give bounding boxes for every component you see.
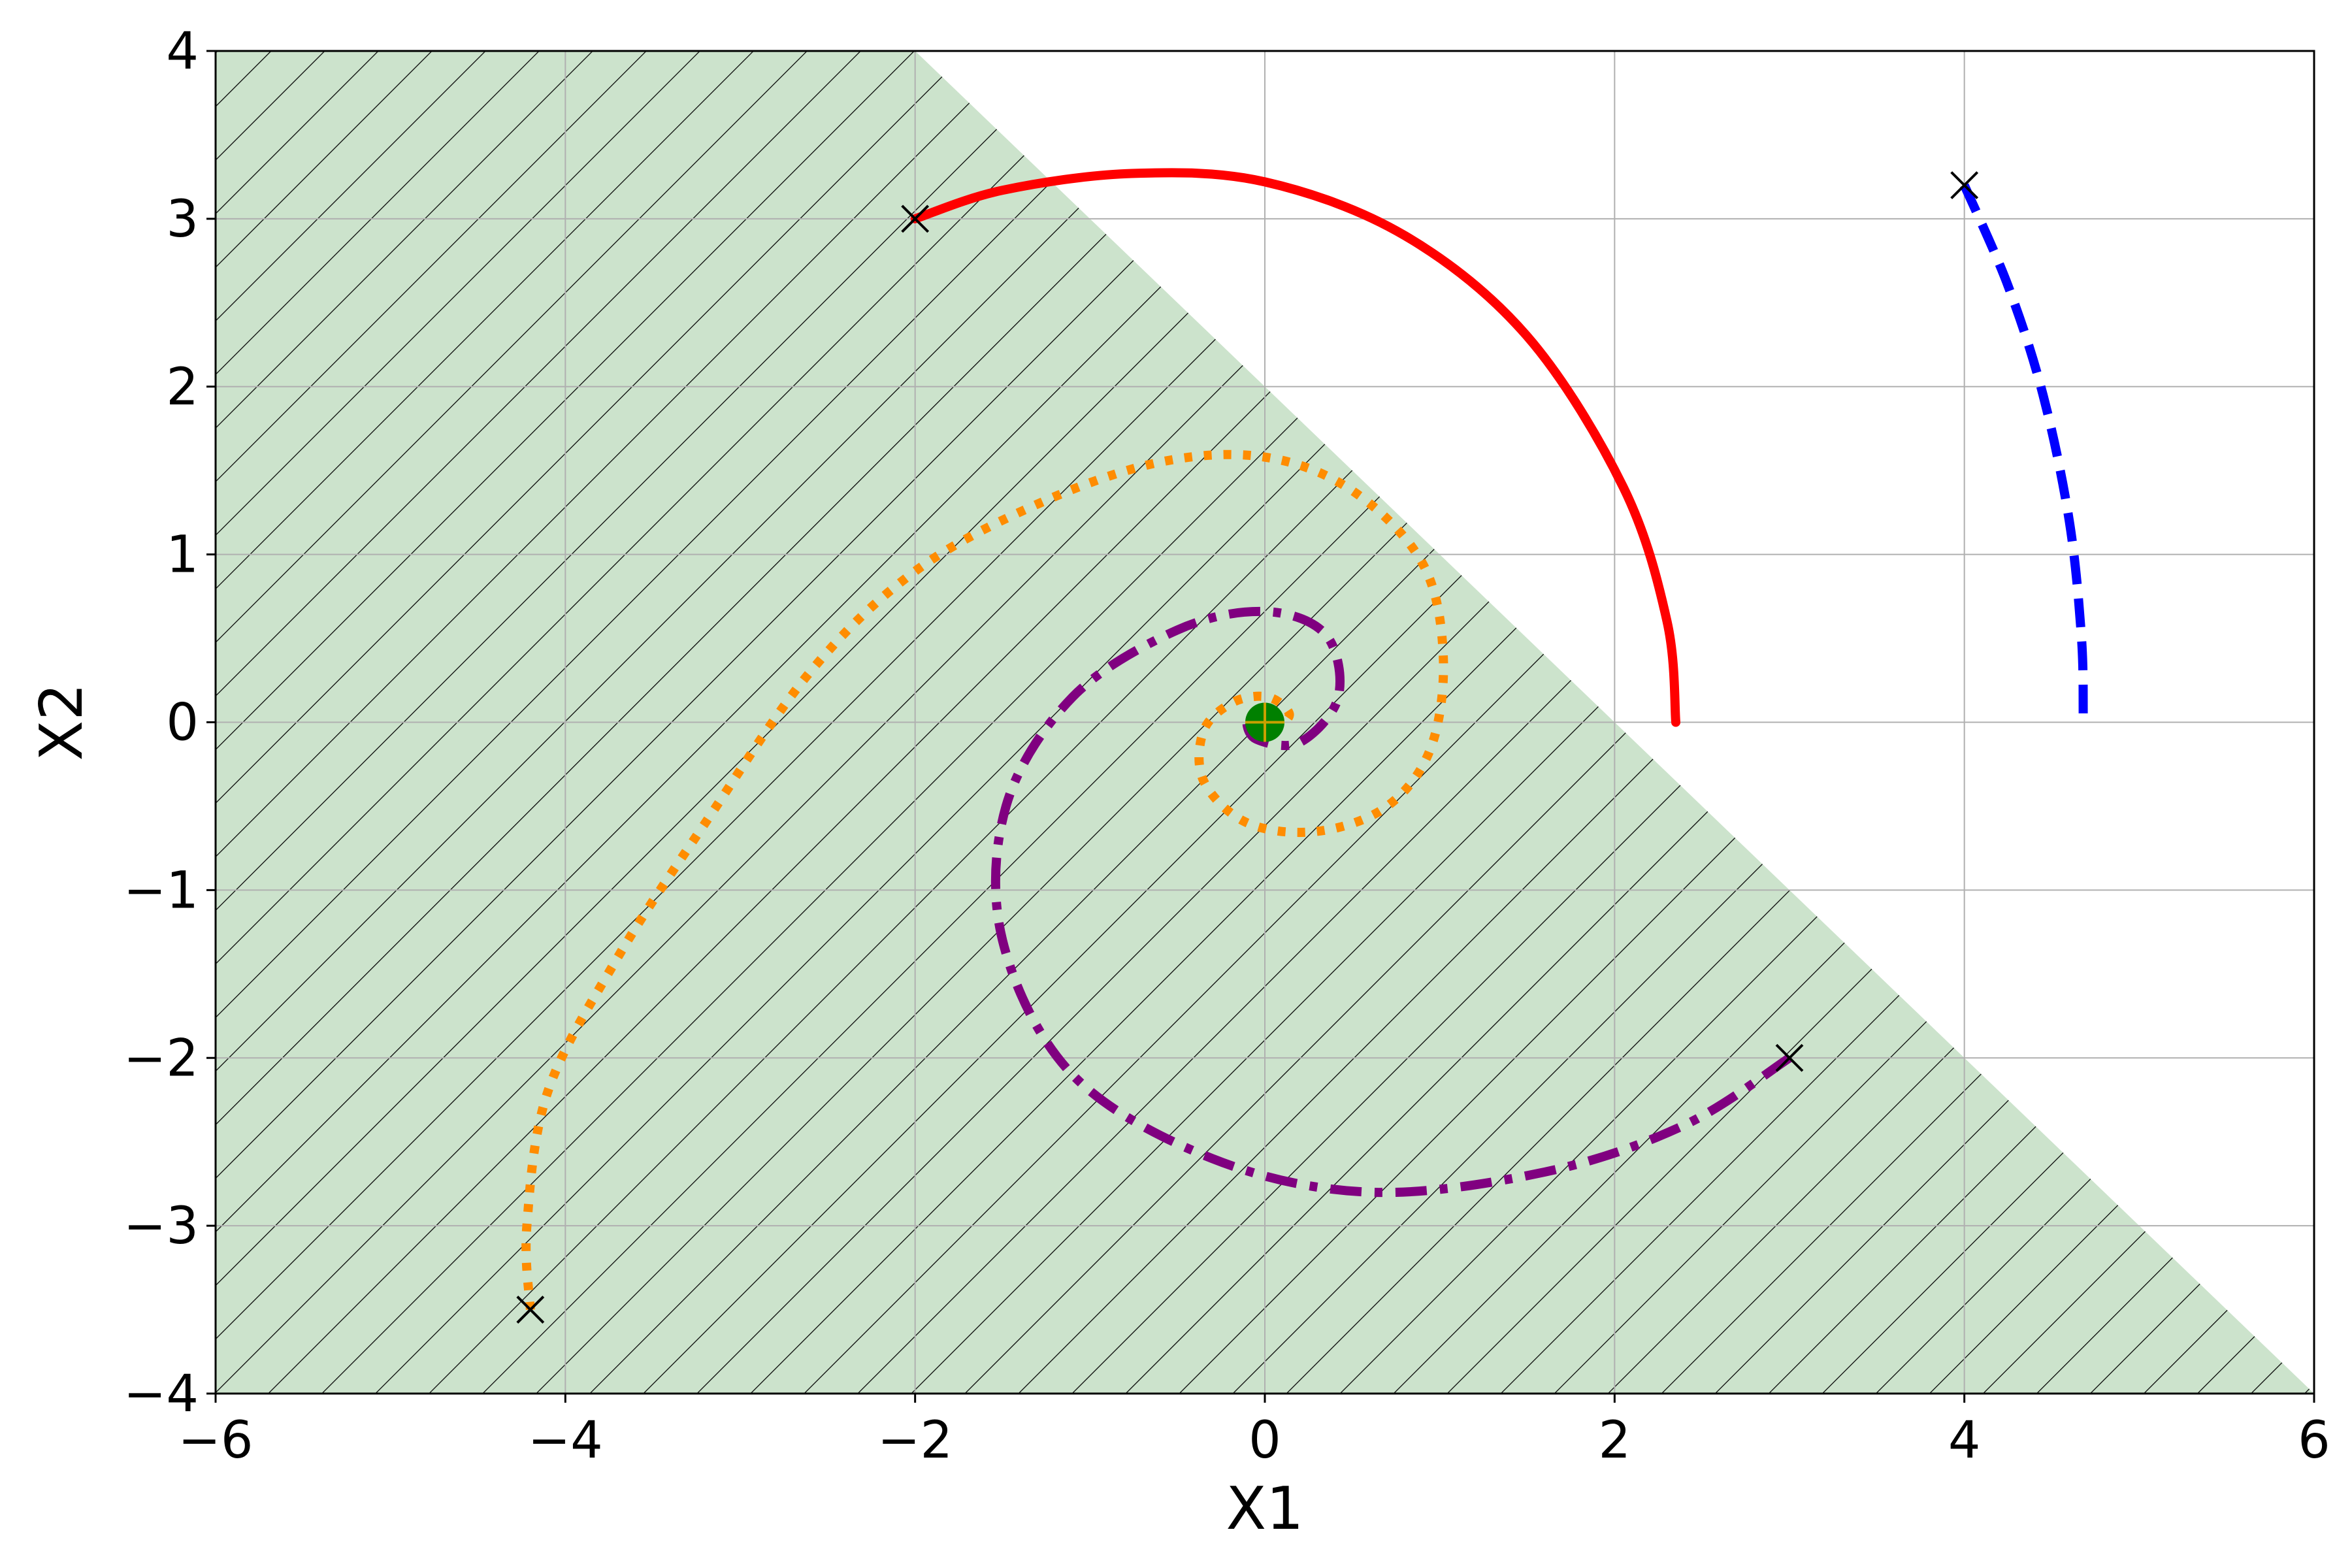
y-tick-label: −4 [123, 1365, 199, 1424]
trajectory-dashed [1960, 183, 2088, 723]
y-tick-label: 1 [166, 526, 199, 585]
x-tick-label: 0 [1249, 1411, 1281, 1470]
start-marker-stroke [516, 1296, 545, 1324]
start-marker [516, 1296, 545, 1324]
start-marker-stroke [1775, 1043, 1804, 1072]
marker-layer [516, 171, 1979, 1324]
trajectory-dashdot [990, 606, 1792, 1198]
start-marker-stroke [901, 204, 930, 233]
x-tick-label: −4 [528, 1411, 603, 1470]
x-tick-label: 4 [1948, 1411, 1981, 1470]
start-marker [1950, 171, 1979, 199]
x-tick-label: −6 [178, 1411, 253, 1470]
start-marker [1775, 1043, 1804, 1072]
y-tick-label: 4 [166, 22, 199, 81]
x-axis-label: X1 [1226, 1475, 1304, 1543]
x-tick-label: −2 [877, 1411, 953, 1470]
y-tick-label: −1 [123, 861, 199, 920]
y-tick-label: 2 [166, 358, 199, 417]
x-tick-label: 6 [2298, 1411, 2330, 1470]
y-tick-label: −2 [123, 1029, 199, 1088]
y-tick-label: −3 [123, 1197, 199, 1256]
y-tick-label: 3 [166, 190, 199, 249]
start-marker-stroke [1950, 171, 1979, 199]
trajectory-solid [910, 168, 1681, 727]
y-tick-label: 0 [166, 694, 199, 753]
x-tick-label: 2 [1599, 1411, 1631, 1470]
start-marker [901, 204, 930, 233]
trajectory-dotted [521, 449, 1448, 1310]
series-layer [521, 168, 2088, 1310]
y-axis-label: X2 [27, 683, 96, 761]
